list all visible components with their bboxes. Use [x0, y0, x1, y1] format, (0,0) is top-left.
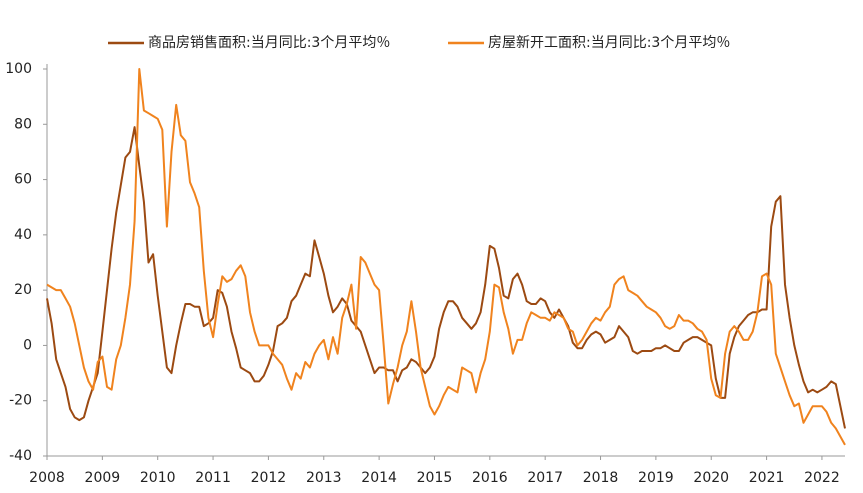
y-tick-label: 60 — [14, 172, 32, 188]
series-line — [46, 68, 846, 446]
x-tick-label: 2012 — [251, 470, 287, 486]
y-tick-label: 0 — [23, 337, 32, 353]
x-tick-label: 2010 — [140, 470, 176, 486]
legend-label: 房屋新开工面积:当月同比:3个月平均％ — [488, 35, 730, 51]
x-tick-label: 2016 — [472, 470, 508, 486]
x-tick-label: 2011 — [195, 470, 231, 486]
x-tick-label: 2009 — [85, 470, 121, 486]
x-tick-label: 2019 — [638, 470, 674, 486]
legend-label: 商品房销售面积:当月同比:3个月平均％ — [148, 35, 390, 51]
x-tick-label: 2022 — [804, 470, 840, 486]
x-tick-label: 2013 — [306, 470, 342, 486]
series-line — [46, 126, 846, 429]
x-tick-label: 2008 — [29, 470, 65, 486]
x-tick-label: 2014 — [361, 470, 397, 486]
y-tick-label: -40 — [9, 448, 32, 464]
x-tick-label: 2020 — [693, 470, 729, 486]
x-tick-label: 2021 — [749, 470, 785, 486]
y-tick-label: 80 — [14, 116, 32, 132]
y-tick-label: -20 — [9, 393, 32, 409]
y-tick-label: 100 — [5, 61, 32, 77]
x-tick-label: 2018 — [583, 470, 619, 486]
y-tick-label: 20 — [14, 282, 32, 298]
x-tick-label: 2015 — [417, 470, 453, 486]
x-tick-label: 2017 — [527, 470, 563, 486]
y-tick-label: 40 — [14, 227, 32, 243]
